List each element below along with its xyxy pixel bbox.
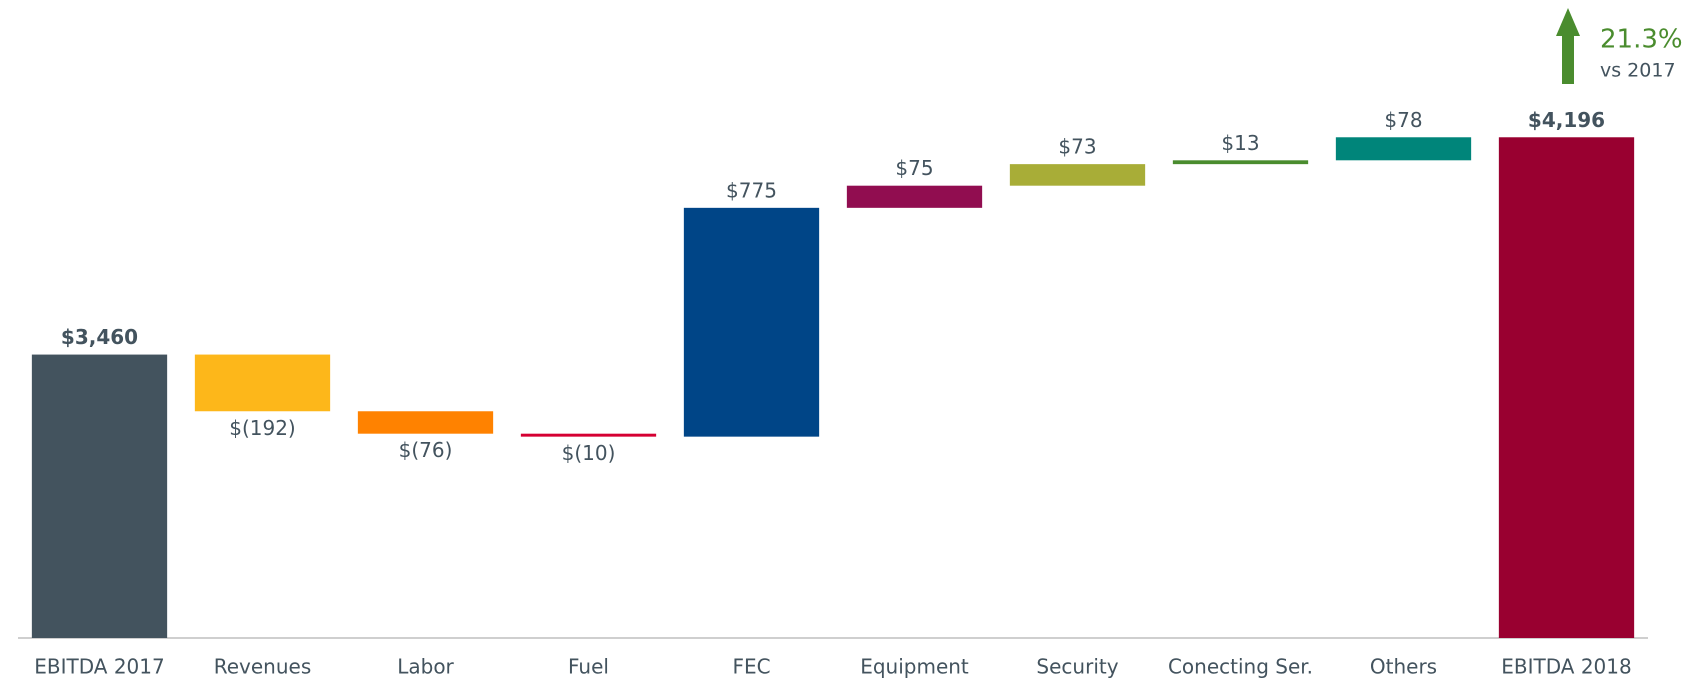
x-tick-label: Equipment — [860, 655, 969, 679]
annotation-text: vs 2017 — [1600, 60, 1676, 82]
value-label: $(76) — [399, 438, 453, 462]
value-label: $(10) — [562, 441, 616, 465]
bar — [1009, 164, 1146, 186]
x-tick-label: FEC — [732, 655, 770, 679]
x-tick-label: Fuel — [568, 655, 609, 679]
value-label: $75 — [895, 156, 933, 180]
value-label: $13 — [1221, 131, 1259, 155]
bar — [194, 354, 331, 412]
x-tick-label: Labor — [397, 655, 454, 679]
value-label: $775 — [726, 178, 777, 202]
value-label: $4,196 — [1528, 108, 1605, 132]
bar — [1335, 137, 1472, 161]
bar — [846, 185, 983, 208]
arrow-up — [1556, 8, 1580, 84]
bar — [1172, 160, 1309, 165]
annotation-value: 21.3% — [1600, 25, 1683, 55]
x-tick-label: EBITDA 2017 — [34, 655, 164, 679]
value-label: $78 — [1384, 108, 1422, 132]
value-label: $3,460 — [61, 325, 138, 349]
x-tick-label: Others — [1370, 655, 1437, 679]
bar — [683, 207, 820, 437]
x-tick-label: Revenues — [214, 655, 312, 679]
value-label: $73 — [1058, 135, 1096, 159]
x-tick-label: EBITDA 2018 — [1501, 655, 1631, 679]
total-bar — [31, 354, 168, 638]
x-tick-label: Security — [1036, 655, 1118, 679]
x-tick-label: Conecting Ser. — [1168, 655, 1313, 679]
value-label: $(192) — [229, 416, 296, 440]
total-bar — [1498, 137, 1635, 638]
bar — [357, 411, 494, 434]
bar — [520, 433, 657, 437]
